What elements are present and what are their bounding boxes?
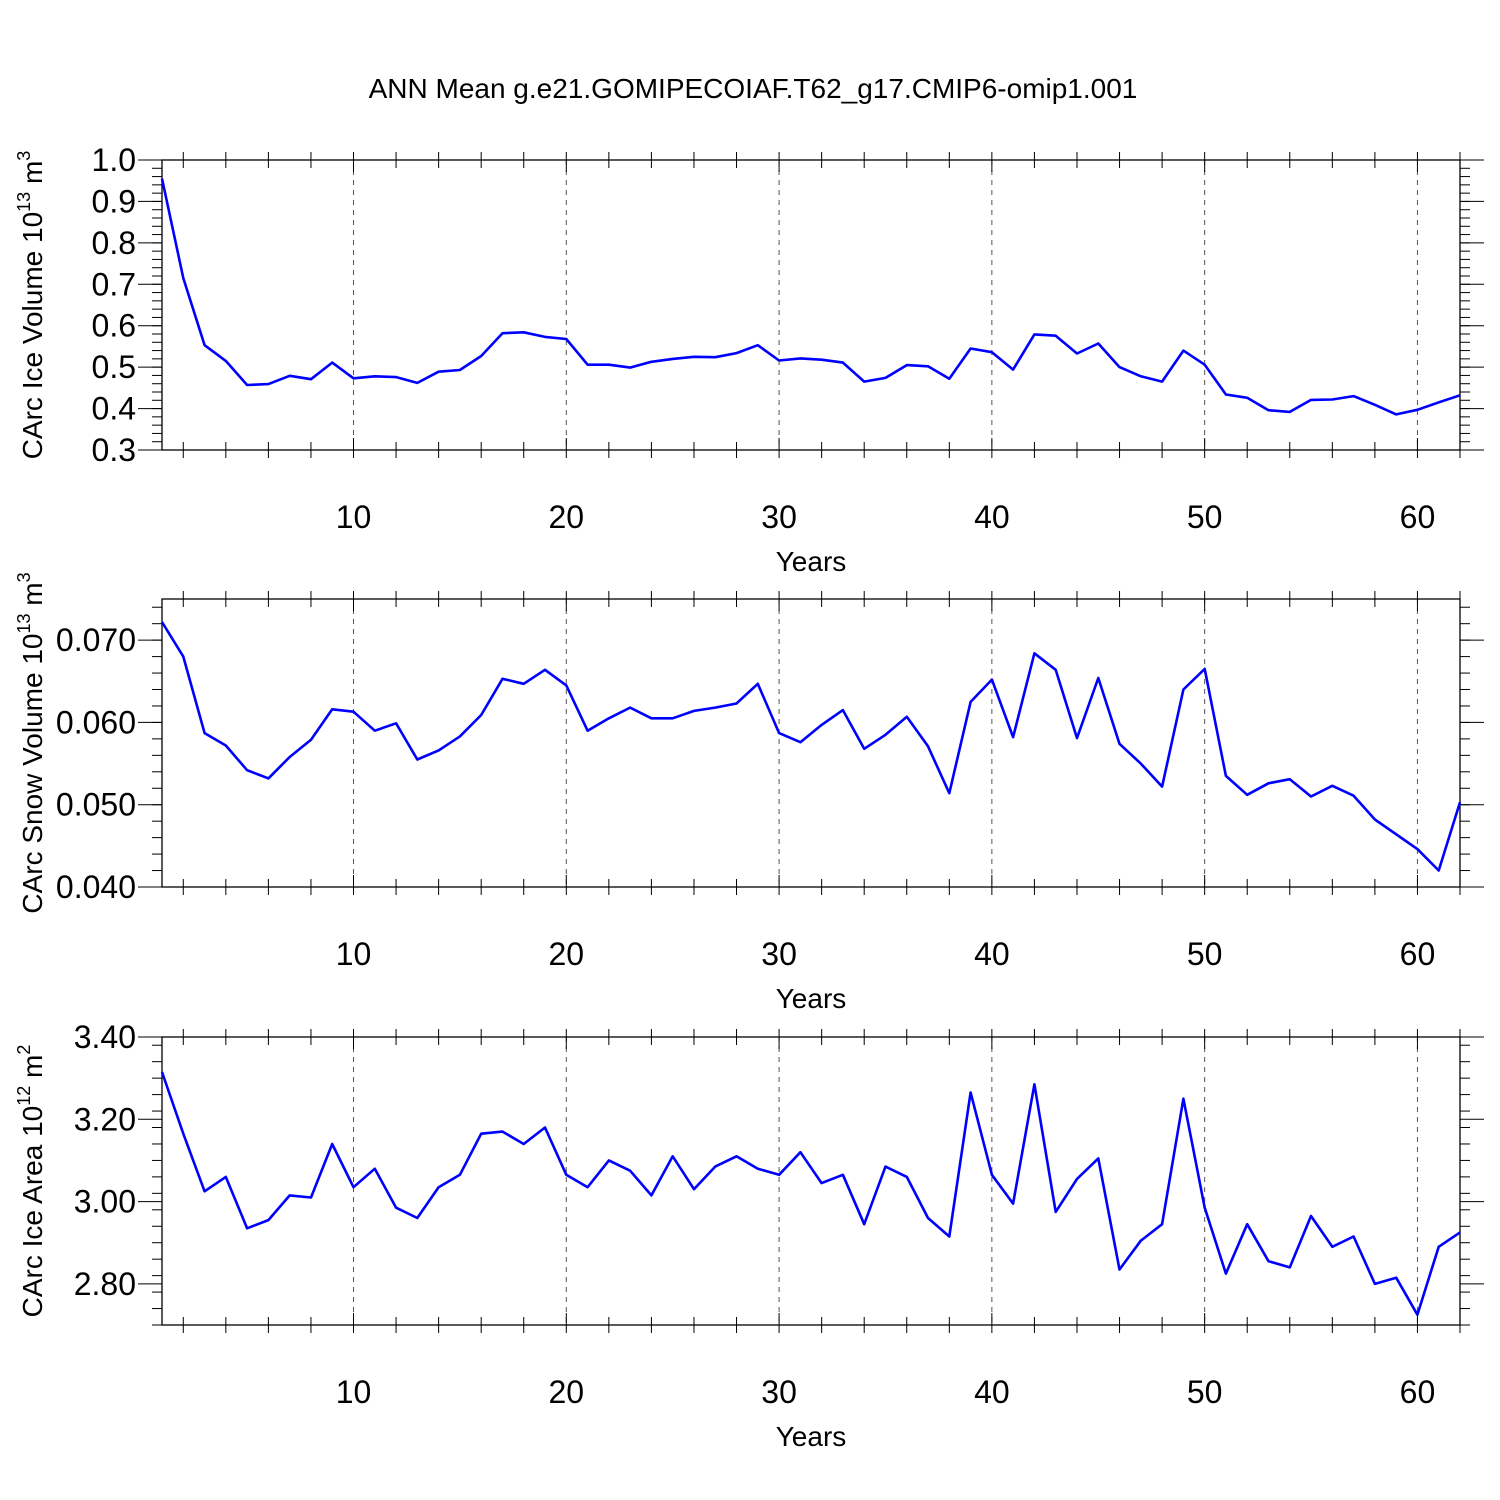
- y-tick-label: 1.0: [92, 142, 136, 178]
- y-tick-label: 3.40: [74, 1019, 136, 1055]
- y-axis-label: CArc Snow Volume 1013 m3: [14, 572, 48, 913]
- x-tick-label: 50: [1187, 499, 1223, 535]
- x-tick-label: 30: [761, 1374, 797, 1410]
- panels: 0.3 0.4 0.5 0.6 0.7 0.8 0.9 1.0 10 20 30 40 50 60 Year…: [14, 142, 1484, 1452]
- chart-panel-1: 0.3 0.4 0.5 0.6 0.7 0.8 0.9 1.0 10 20 30 40 50 60 Year…: [14, 142, 1484, 577]
- x-tick-label: 10: [336, 499, 372, 535]
- series-line: [160, 178, 1461, 416]
- y-tick-label: 0.050: [56, 787, 136, 823]
- y-tick-label: 0.060: [56, 704, 136, 740]
- series-line: [160, 621, 1462, 872]
- x-tick-label: 60: [1400, 936, 1436, 972]
- x-tick-label: 10: [336, 1374, 372, 1410]
- x-axis-label: Years: [776, 546, 847, 577]
- x-tick-label: 60: [1400, 499, 1436, 535]
- plot-frame: [161, 598, 1461, 888]
- y-tick-label: 2.80: [74, 1266, 136, 1302]
- chart-panel-2: 0.040 0.050 0.060 0.070 10 20 30 40 50 60 Years CAr…: [14, 572, 1484, 1014]
- y-tick-label: 0.8: [92, 225, 136, 261]
- y-tick-label: 0.3: [92, 432, 136, 468]
- x-tick-label: 20: [548, 936, 584, 972]
- y-tick-label: 0.4: [92, 391, 136, 427]
- x-tick-label: 40: [974, 1374, 1010, 1410]
- x-tick-label: 30: [761, 499, 797, 535]
- x-tick-label: 20: [548, 1374, 584, 1410]
- plot-frame: [161, 1036, 1461, 1326]
- x-tick-label: 50: [1187, 1374, 1223, 1410]
- x-tick-label: 40: [974, 499, 1010, 535]
- series-line: [160, 1071, 1461, 1316]
- x-axis-label: Years: [776, 1421, 847, 1452]
- x-tick-label: 10: [336, 936, 372, 972]
- y-tick-label: 0.7: [92, 266, 136, 302]
- x-tick-label: 20: [548, 499, 584, 535]
- y-tick-label: 3.20: [74, 1101, 136, 1137]
- y-tick-label: 3.00: [74, 1184, 136, 1220]
- x-tick-label: 50: [1187, 936, 1223, 972]
- x-axis-label: Years: [776, 983, 847, 1014]
- y-tick-label: 0.9: [92, 183, 136, 219]
- chart-panel-3: 2.80 3.00 3.20 3.40 10 20 30 40 50 60 Years CArc Ic…: [14, 1019, 1484, 1452]
- y-axis-label: CArc Ice Area 1012 m2: [14, 1045, 48, 1318]
- plot-frame: [161, 159, 1461, 451]
- figure-title: ANN Mean g.e21.GOMIPECOIAF.T62_g17.CMIP6…: [369, 73, 1138, 104]
- y-tick-label: 0.6: [92, 308, 136, 344]
- y-tick-label: 0.070: [56, 622, 136, 658]
- x-tick-label: 60: [1400, 1374, 1436, 1410]
- x-tick-label: 40: [974, 936, 1010, 972]
- y-tick-label: 0.040: [56, 869, 136, 905]
- x-tick-label: 30: [761, 936, 797, 972]
- y-tick-label: 0.5: [92, 349, 136, 385]
- y-axis-label: CArc Ice Volume 1013 m3: [14, 151, 48, 460]
